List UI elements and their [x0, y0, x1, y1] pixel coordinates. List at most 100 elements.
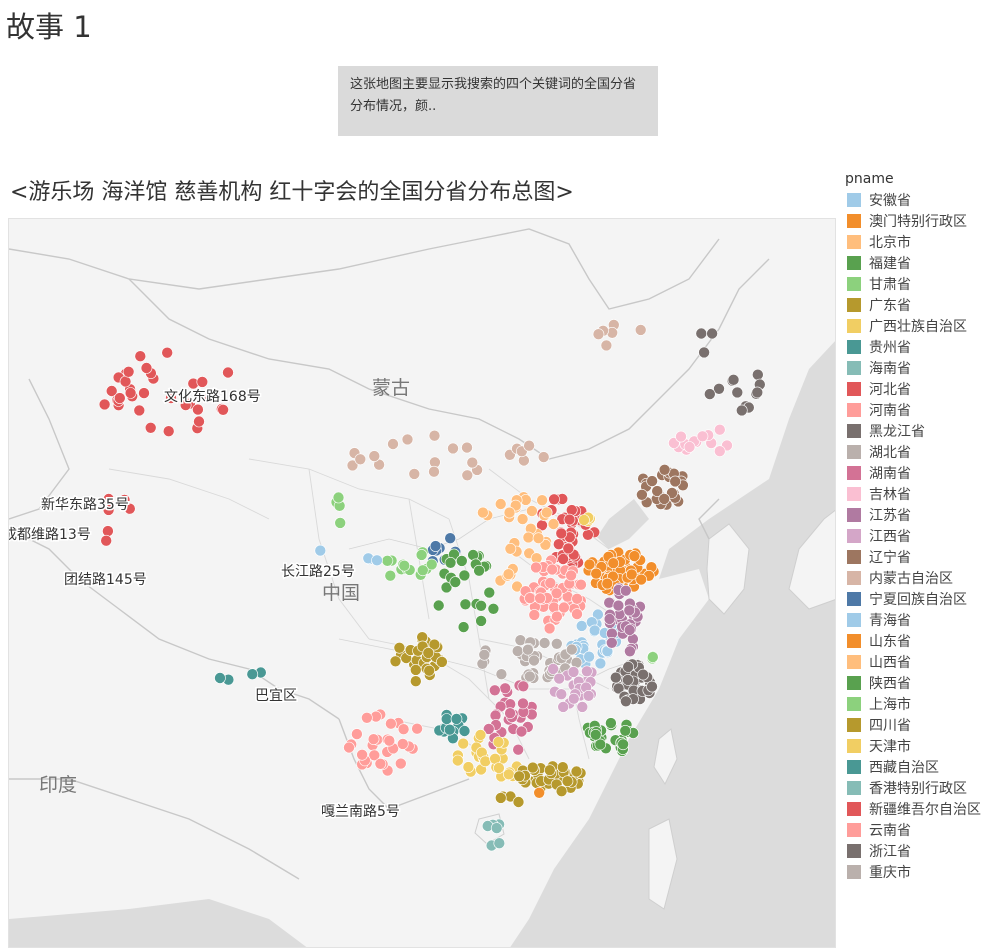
map-point[interactable] [594, 657, 607, 670]
map-point[interactable] [102, 525, 114, 537]
map-point[interactable] [488, 684, 501, 697]
map-point[interactable] [374, 757, 387, 770]
map-point[interactable] [751, 386, 764, 399]
map-point[interactable] [623, 604, 636, 617]
map-point[interactable] [543, 622, 556, 635]
map-point[interactable] [612, 599, 625, 612]
map-point[interactable] [478, 648, 491, 661]
map-point[interactable] [165, 392, 177, 404]
legend-item[interactable]: 江西省 [845, 525, 1000, 546]
map-point[interactable] [474, 729, 487, 741]
map-point[interactable] [666, 487, 678, 499]
map-point[interactable] [646, 651, 659, 663]
map-point[interactable] [134, 350, 147, 362]
map-point[interactable] [385, 717, 397, 730]
map-point[interactable] [607, 557, 620, 570]
map-point[interactable] [594, 738, 607, 751]
map-point[interactable] [522, 531, 535, 544]
map-point[interactable] [565, 569, 577, 582]
map-point[interactable] [565, 504, 578, 516]
map-point[interactable] [731, 386, 744, 399]
map-point[interactable] [582, 528, 594, 541]
map-point[interactable] [528, 609, 541, 621]
map-point[interactable] [651, 485, 664, 497]
map-point[interactable] [695, 327, 708, 340]
legend-item[interactable]: 湖南省 [845, 462, 1000, 483]
map-point[interactable] [637, 668, 649, 681]
map-point[interactable] [444, 532, 457, 545]
map-point[interactable] [461, 469, 474, 482]
map-point[interactable] [429, 540, 442, 552]
map-point[interactable] [555, 527, 568, 540]
map-point[interactable] [503, 506, 516, 519]
map-point[interactable] [368, 450, 381, 462]
map-point[interactable] [547, 518, 560, 530]
map-point[interactable] [706, 327, 718, 340]
map-point[interactable] [557, 553, 569, 565]
map-point[interactable] [495, 668, 508, 681]
map-point[interactable] [475, 615, 487, 627]
legend-item[interactable]: 吉林省 [845, 483, 1000, 504]
map-point[interactable] [515, 725, 528, 738]
legend-item[interactable]: 云南省 [845, 819, 1000, 840]
map-point[interactable] [105, 385, 118, 397]
map-point[interactable] [124, 387, 137, 399]
map-point[interactable] [609, 671, 622, 684]
map-point[interactable] [526, 505, 538, 517]
legend-item[interactable]: 北京市 [845, 231, 1000, 252]
map-point[interactable] [523, 439, 535, 452]
map-point[interactable] [581, 665, 593, 678]
map-point[interactable] [393, 641, 406, 654]
map-point[interactable] [646, 680, 658, 693]
map-point[interactable] [196, 376, 209, 388]
map-point[interactable] [623, 624, 636, 636]
legend-item[interactable]: 澳门特别行政区 [845, 210, 1000, 231]
map-canvas[interactable]: 蒙古 中国 印度 文化东路168号 新华东路35号 成都维路13号 团结路145… [9, 219, 836, 948]
legend-item[interactable]: 河北省 [845, 378, 1000, 399]
scatter-points[interactable] [98, 319, 766, 852]
legend-item[interactable]: 安徽省 [845, 189, 1000, 210]
map-point[interactable] [571, 592, 583, 605]
legend-item[interactable]: 山西省 [845, 651, 1000, 672]
map-point[interactable] [161, 346, 173, 359]
legend-item[interactable]: 海南省 [845, 357, 1000, 378]
map-point[interactable] [571, 608, 583, 620]
map-point[interactable] [530, 561, 542, 574]
map-point[interactable] [416, 564, 429, 577]
map-point[interactable] [619, 724, 632, 737]
map-point[interactable] [398, 559, 411, 572]
legend-item[interactable]: 重庆市 [845, 861, 1000, 882]
map-point[interactable] [567, 666, 580, 678]
map-point[interactable] [458, 569, 471, 582]
map-point[interactable] [620, 695, 632, 708]
map-point[interactable] [583, 650, 595, 663]
map-point[interactable] [590, 567, 603, 580]
map-point[interactable] [371, 554, 383, 567]
map-point[interactable] [534, 592, 546, 605]
map-view[interactable]: 蒙古 中国 印度 文化东路168号 新华东路35号 成都维路13号 团结路145… [8, 218, 836, 948]
map-point[interactable] [563, 513, 576, 526]
legend-item[interactable]: 辽宁省 [845, 546, 1000, 567]
map-point[interactable] [367, 733, 380, 746]
map-point[interactable] [523, 670, 536, 683]
map-point[interactable] [575, 578, 587, 591]
map-point[interactable] [556, 761, 569, 774]
map-point[interactable] [550, 637, 563, 650]
legend-item[interactable]: 贵州省 [845, 336, 1000, 357]
map-point[interactable] [492, 736, 505, 748]
map-point[interactable] [114, 392, 126, 404]
map-point[interactable] [314, 544, 327, 557]
map-point[interactable] [428, 429, 441, 442]
map-point[interactable] [494, 792, 507, 804]
map-point[interactable] [592, 328, 605, 340]
map-point[interactable] [619, 584, 632, 597]
map-point[interactable] [214, 672, 226, 684]
map-point[interactable] [703, 388, 716, 400]
map-point[interactable] [451, 754, 464, 767]
map-point[interactable] [368, 749, 381, 762]
legend-item[interactable]: 山东省 [845, 630, 1000, 651]
map-point[interactable] [118, 494, 131, 506]
map-point[interactable] [493, 762, 505, 774]
map-point[interactable] [514, 634, 527, 647]
map-point[interactable] [544, 577, 557, 589]
